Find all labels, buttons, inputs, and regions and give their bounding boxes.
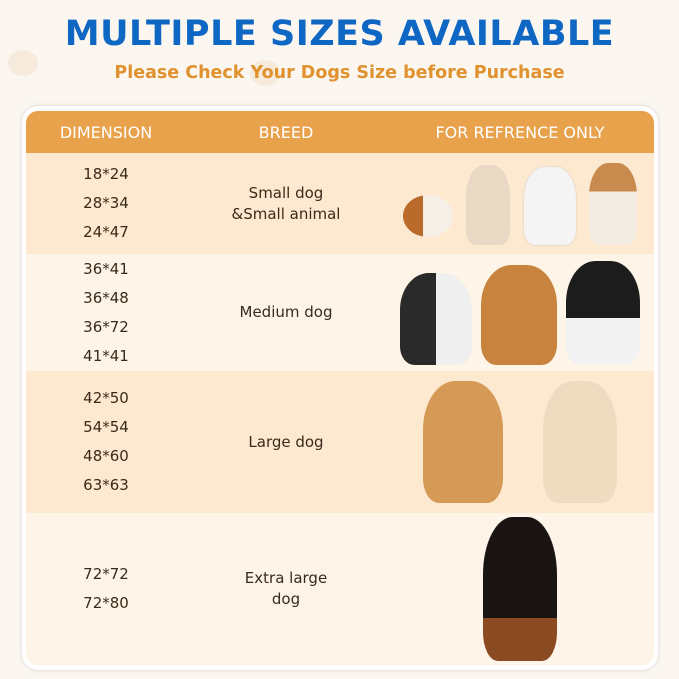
dimension: 18*24 <box>83 165 129 183</box>
breed-label: dog <box>271 590 301 608</box>
dimension: 28*34 <box>83 194 129 212</box>
table-row-small: 18*24 28*34 24*47 Small dog &Small animal <box>26 153 654 254</box>
breed-label: Extra large <box>244 569 328 587</box>
bichon-image <box>523 166 576 245</box>
border-collie-image <box>565 260 640 365</box>
table-row-extra-large: 72*72 72*80 Extra large dog <box>26 513 654 665</box>
page-title: MULTIPLE SIZES AVAILABLE <box>64 14 615 54</box>
breed-label: &Small animal <box>231 204 341 223</box>
header-breed: BREED <box>258 122 314 142</box>
dimension: 41*41 <box>83 346 129 365</box>
dimension: 72*72 <box>83 565 129 583</box>
golden-retriever-image <box>423 381 503 503</box>
table-row-medium: 36*41 36*48 36*72 41*41 Medium dog <box>26 254 654 371</box>
shiba-inu-image <box>480 264 557 365</box>
size-table: DIMENSION BREED FOR REFRENCE ONLY 18*24 2… <box>26 111 654 665</box>
doberman-image <box>483 517 557 661</box>
breed-label: Large dog <box>248 432 324 451</box>
paw-print-decoration <box>8 50 38 76</box>
dimension: 36*72 <box>83 317 129 336</box>
corgi-image <box>589 162 638 245</box>
dimension: 42*50 <box>83 389 129 407</box>
guinea-pig-image <box>402 194 453 237</box>
french-bulldog-image <box>400 272 473 365</box>
header-reference: FOR REFRENCE ONLY <box>435 122 605 142</box>
paw-print-decoration <box>250 60 280 86</box>
dimension: 36*41 <box>83 259 129 278</box>
size-table-card: DIMENSION BREED FOR REFRENCE ONLY 18*24 2… <box>22 106 658 670</box>
breed-label: Small dog <box>248 183 324 202</box>
dimension: 54*54 <box>83 418 129 436</box>
dimension: 63*63 <box>83 476 129 494</box>
chihuahua-image <box>466 164 511 245</box>
dimension: 36*48 <box>83 288 129 307</box>
dimension: 24*47 <box>83 223 129 241</box>
header-dimension: DIMENSION <box>59 122 153 142</box>
dimension: 72*80 <box>83 594 129 612</box>
dimension: 48*60 <box>83 447 129 465</box>
page-subtitle: Please Check Your Dogs Size before Purch… <box>114 63 565 83</box>
table-header: DIMENSION BREED FOR REFRENCE ONLY <box>26 111 654 153</box>
labrador-image <box>543 381 617 503</box>
table-row-large: 42*50 54*54 48*60 63*63 Large dog <box>26 371 654 513</box>
breed-label: Medium dog <box>239 303 333 321</box>
